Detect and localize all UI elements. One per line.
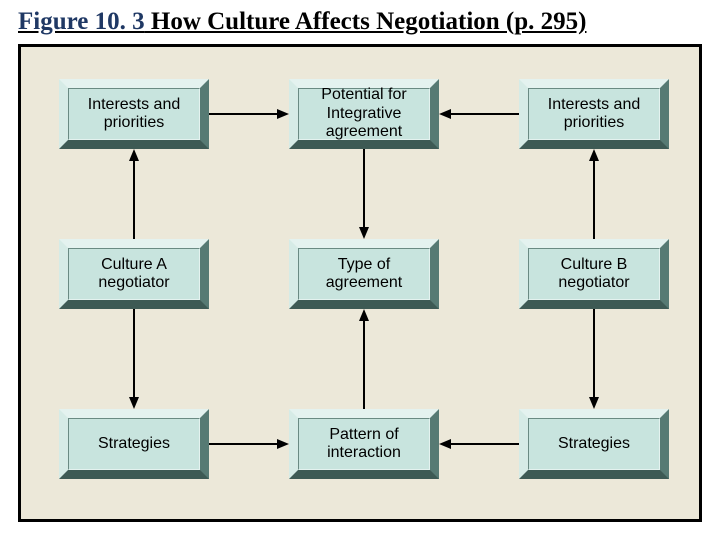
node-interests-b: Interests and priorities <box>519 79 669 149</box>
node-label: Culture B negotiator <box>528 248 660 300</box>
node-label: Interests and priorities <box>528 88 660 140</box>
diagram-canvas: Interests and priorities Potential for In… <box>18 44 702 522</box>
node-label: Potential for Integrative agreement <box>298 88 430 140</box>
figure-title: Figure 10. 3 How Culture Affects Negotia… <box>18 8 586 36</box>
node-culture-a: Culture A negotiator <box>59 239 209 309</box>
node-label: Strategies <box>68 418 200 470</box>
node-strategies-b: Strategies <box>519 409 669 479</box>
node-label: Strategies <box>528 418 660 470</box>
node-strategies-a: Strategies <box>59 409 209 479</box>
node-interests-a: Interests and priorities <box>59 79 209 149</box>
node-potential: Potential for Integrative agreement <box>289 79 439 149</box>
node-label: Interests and priorities <box>68 88 200 140</box>
node-label: Pattern of interaction <box>298 418 430 470</box>
node-pattern: Pattern of interaction <box>289 409 439 479</box>
node-culture-b: Culture B negotiator <box>519 239 669 309</box>
figure-number: Figure 10. 3 <box>18 8 145 35</box>
page: Figure 10. 3 How Culture Affects Negotia… <box>0 0 720 540</box>
node-label: Type of agreement <box>298 248 430 300</box>
node-type: Type of agreement <box>289 239 439 309</box>
figure-main: How Culture Affects Negotiation (p. 295) <box>145 8 587 35</box>
node-label: Culture A negotiator <box>68 248 200 300</box>
